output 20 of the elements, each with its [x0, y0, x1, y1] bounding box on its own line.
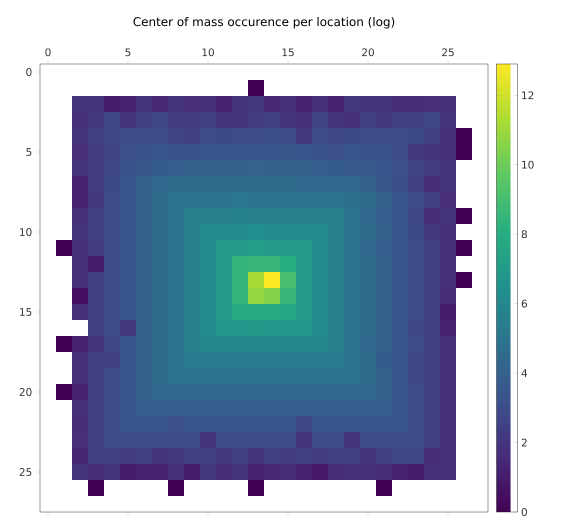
x-tick-label: 0 — [45, 48, 51, 56]
color-bar-label: 4 — [522, 369, 528, 377]
y-tick-label: 0 — [26, 68, 32, 76]
y-tick-label: 25 — [20, 468, 32, 476]
color-bar-label: 10 — [522, 160, 534, 169]
color-bar-label: 0 — [522, 508, 527, 516]
x-tick-label: 25 — [442, 48, 454, 56]
color-bar-label: 12 — [522, 91, 534, 100]
color-bar-label: 8 — [522, 230, 527, 238]
x-tick-label: 20 — [362, 48, 374, 56]
color-bar-label: 6 — [522, 300, 528, 308]
y-tick-label: 10 — [20, 228, 32, 236]
y-tick-label: 5 — [26, 148, 32, 156]
color-bar-label: 2 — [522, 438, 527, 446]
x-tick-label: 10 — [202, 48, 214, 56]
x-tick-label: 5 — [125, 48, 130, 56]
y-tick-label: 15 — [20, 308, 32, 316]
y-tick-label: 20 — [20, 388, 32, 396]
x-tick-label: 15 — [282, 48, 294, 56]
chart-title: Center of mass occurence per location (log) — [133, 16, 394, 29]
